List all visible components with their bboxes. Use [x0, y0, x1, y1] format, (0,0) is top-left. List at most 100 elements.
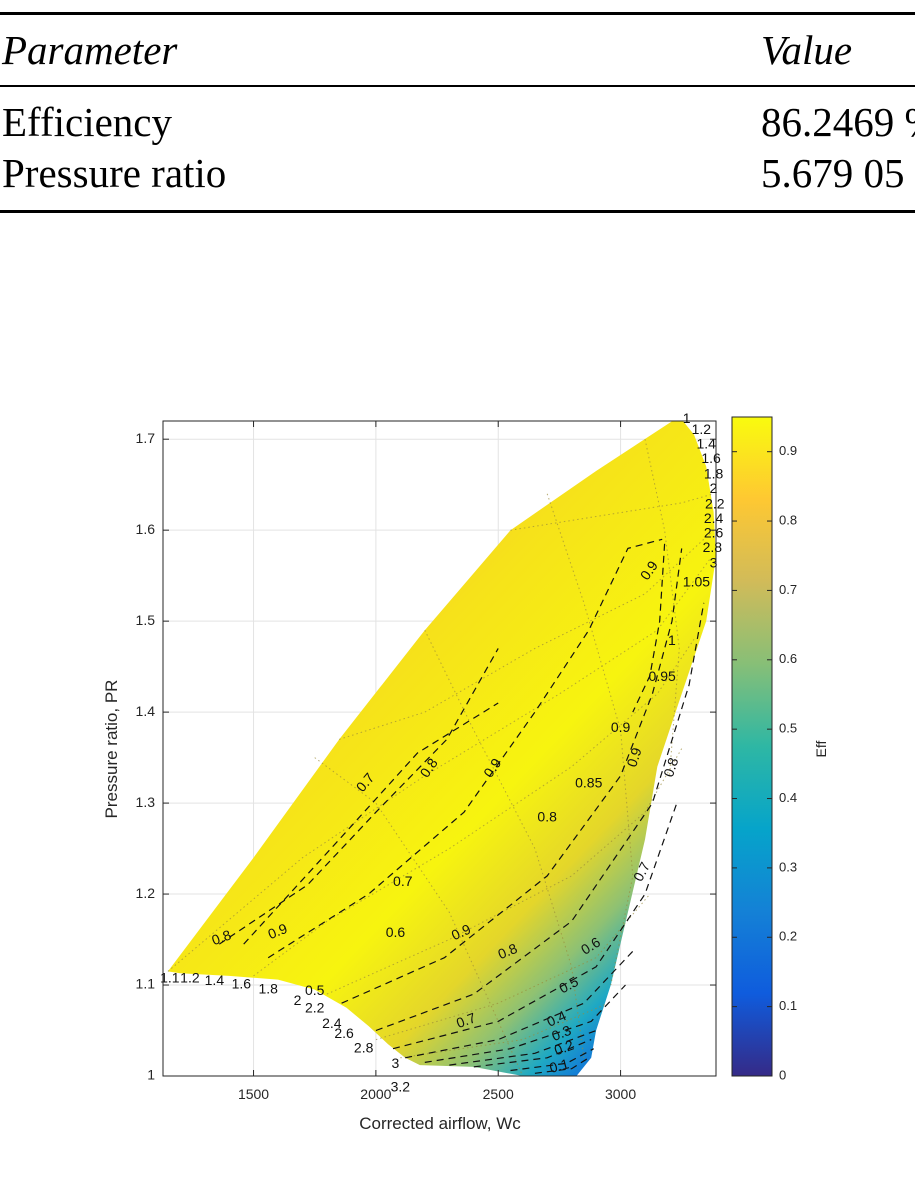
speed-line — [253, 639, 695, 977]
table-header-rule — [0, 85, 915, 87]
contour-label: 0.5 — [305, 982, 325, 998]
table-bottom-rule — [0, 210, 915, 213]
contour-label: 3.2 — [391, 1079, 411, 1095]
speed-line — [546, 493, 634, 986]
x-axis: 1500 2000 2500 3000 — [238, 421, 636, 1102]
colorbar-tick-label: 0.2 — [779, 929, 797, 944]
contour-label: 0.9 — [611, 719, 631, 735]
x-tick-label: 1500 — [238, 1086, 269, 1102]
y-tick-label: 1.2 — [136, 885, 156, 901]
colorbar-tick-label: 0 — [779, 1067, 786, 1082]
colorbar-tick-label: 0.1 — [779, 998, 797, 1013]
contour-labels: 0.8 0.9 0.6 0.90.8 0.60.50.40.30.20.10.70.70… — [160, 410, 725, 1095]
x-axis-label: Corrected airflow, Wc — [359, 1114, 521, 1133]
contour-label: 1.1 — [160, 969, 180, 985]
map-region — [167, 421, 716, 1076]
contour-line — [632, 543, 666, 713]
speed-line — [510, 493, 714, 531]
contour-label: 2.2 — [705, 495, 725, 511]
speed-line — [167, 557, 712, 972]
contour-label: 1.4 — [205, 972, 225, 988]
x-tick-label: 2000 — [360, 1086, 391, 1102]
contour-label: 0.8 — [660, 755, 681, 779]
colorbar-tick-label: 0.5 — [779, 721, 797, 736]
contour-line — [267, 538, 663, 959]
y-axis-label: Pressure ratio, PR — [102, 680, 121, 819]
contour-label: 0.95 — [649, 668, 676, 684]
contour-line — [218, 648, 499, 945]
contour-label: 0.7 — [393, 873, 413, 889]
contour-line — [510, 1048, 594, 1072]
y-axis: 11.11.21.31.41.51.61.7 — [136, 430, 716, 1083]
colorbar-tick-label: 0.8 — [779, 512, 797, 527]
contour-label: 2 — [710, 480, 718, 496]
contour-label: 0.9 — [449, 921, 473, 944]
contour-label: 2.6 — [334, 1025, 354, 1041]
contour-label: 2.8 — [703, 539, 723, 555]
row-pressure-ratio-param: Pressure ratio — [2, 150, 227, 196]
parameter-table: Parameter Value Efficiency 86.2469 % Pre… — [0, 0, 915, 220]
contour-label: 2.2 — [305, 999, 325, 1015]
compressor-map-chart: 0.8 0.9 0.6 0.90.8 0.60.50.40.30.20.10.70.70… — [102, 410, 829, 1133]
x-tick-label: 3000 — [605, 1086, 636, 1102]
x-tick-label: 2500 — [483, 1086, 514, 1102]
speed-line — [400, 1002, 609, 1059]
contour-line — [424, 984, 626, 1063]
contour-label: 0.9 — [265, 920, 289, 942]
y-tick-label: 1 — [147, 1067, 155, 1083]
contour-label: 0.8 — [537, 808, 557, 824]
contour-label: 1 — [683, 410, 691, 426]
contour-label: 1.6 — [701, 450, 721, 466]
plot-frame — [162, 420, 717, 1077]
colorbar — [731, 416, 773, 1077]
y-tick-label: 1.6 — [136, 521, 156, 537]
y-tick-label: 1.5 — [136, 612, 156, 628]
contour-line — [243, 702, 499, 945]
contour-label: 3 — [392, 1055, 400, 1071]
contour-line — [341, 548, 683, 1004]
contour-label: 1.6 — [232, 976, 252, 992]
y-tick-label: 1.3 — [136, 794, 156, 810]
contour-label: 1.2 — [180, 969, 200, 985]
contour-label: 0.7 — [454, 1009, 478, 1031]
contour-label: 2 — [294, 992, 302, 1008]
contour-label: 0.1 — [548, 1055, 571, 1076]
contour-label: 0.4 — [544, 1007, 568, 1030]
colorbar-label: Eff — [813, 740, 829, 757]
contour-label: 2.4 — [704, 510, 724, 526]
contour-label: 0.85 — [575, 775, 602, 791]
colorbar-tick-label: 0.6 — [779, 651, 797, 666]
row-efficiency-param: Efficiency — [2, 99, 172, 145]
contour-line — [375, 602, 705, 1032]
speed-line — [375, 893, 651, 1041]
contour-line — [473, 1039, 592, 1068]
row-pressure-ratio-value: 5.679 05 — [761, 150, 905, 196]
contour-label: 2.6 — [704, 525, 724, 541]
colorbar-ticks: 0 0.1 0.2 0.3 0.4 0.5 0.6 0.7 0.8 0.9 — [732, 443, 797, 1082]
colorbar-tick-label: 0.4 — [779, 790, 797, 805]
speed-lines — [167, 439, 714, 1076]
y-tick-label: 1.1 — [136, 976, 156, 992]
colorbar-tick-label: 0.7 — [779, 582, 797, 597]
row-efficiency-value: 86.2469 % — [761, 99, 915, 145]
contour-label: 0.3 — [549, 1022, 573, 1044]
contour-label: 0.6 — [386, 924, 406, 940]
contour-label: 3 — [710, 555, 718, 571]
efficiency-fill — [167, 421, 716, 1076]
contour-label: 1.05 — [683, 574, 710, 590]
header-value: Value — [761, 27, 853, 73]
colorbar-tick-label: 0.3 — [779, 859, 797, 874]
contour-label: 1 — [668, 632, 676, 648]
y-tick-label: 1.4 — [136, 703, 156, 719]
efficiency-contours — [218, 538, 705, 1074]
contour-label: 0.8 — [209, 926, 233, 948]
contour-label: 1.2 — [692, 421, 712, 437]
contour-line — [534, 1057, 590, 1074]
header-parameter: Parameter — [2, 27, 178, 73]
contour-line — [392, 802, 678, 1050]
contour-label: 1.8 — [704, 465, 724, 481]
table-top-rule — [0, 12, 915, 15]
contour-label: 2.8 — [354, 1039, 374, 1055]
speed-line — [339, 529, 714, 740]
colorbar-tick-label: 0.9 — [779, 443, 797, 458]
